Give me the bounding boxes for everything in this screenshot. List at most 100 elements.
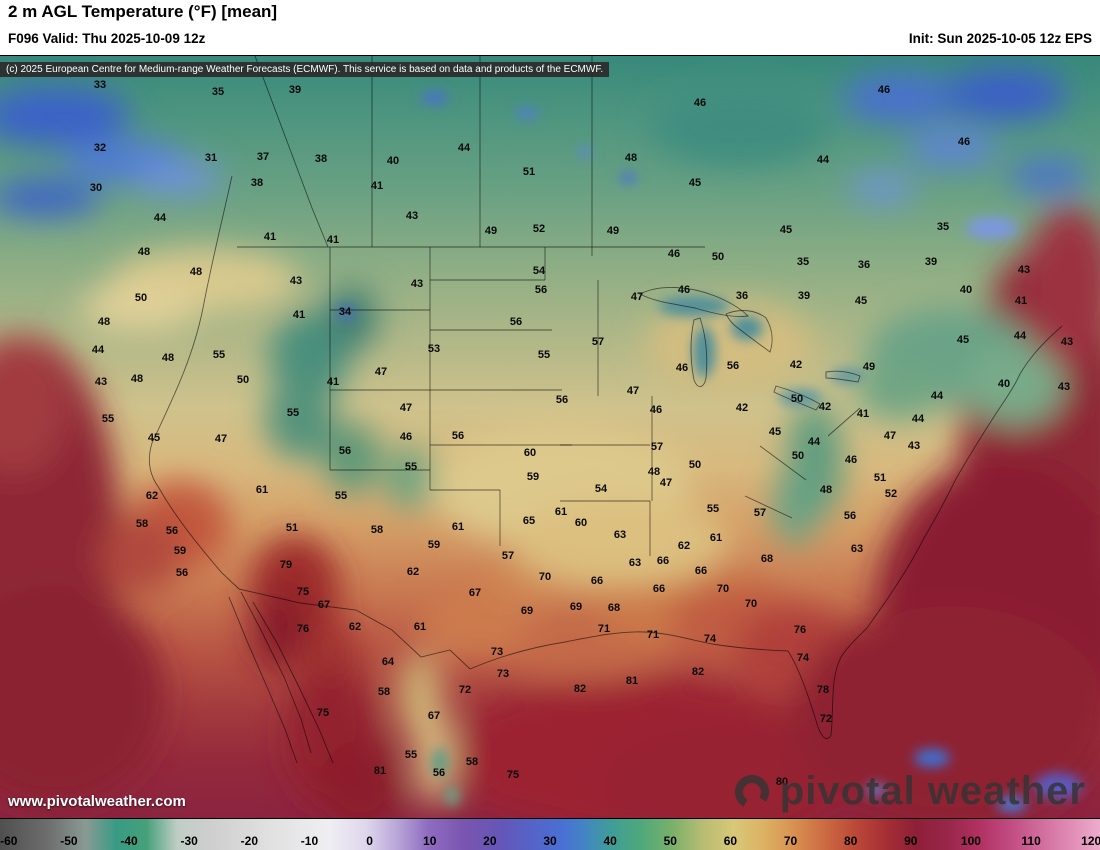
colorbar-tick: 60 xyxy=(723,834,738,848)
temp-label: 75 xyxy=(296,586,310,598)
temp-label: 46 xyxy=(693,97,707,109)
temp-label: 72 xyxy=(458,684,472,696)
temp-label: 56 xyxy=(338,445,352,457)
temp-label: 76 xyxy=(296,623,310,635)
temp-label: 45 xyxy=(779,224,793,236)
temp-label: 41 xyxy=(326,376,340,388)
temp-label: 50 xyxy=(790,393,804,405)
colorbar-tick: 90 xyxy=(904,834,918,848)
temp-label: 47 xyxy=(630,291,644,303)
pivotal-weather-logo-icon xyxy=(734,774,769,809)
temp-label: 44 xyxy=(457,142,471,154)
temp-label: 54 xyxy=(532,265,546,277)
temp-label: 56 xyxy=(432,767,446,779)
temp-label: 43 xyxy=(410,278,424,290)
temp-label: 48 xyxy=(624,152,638,164)
temp-label: 63 xyxy=(613,529,627,541)
temp-label: 67 xyxy=(468,587,482,599)
temp-label: 50 xyxy=(688,459,702,471)
temp-label: 47 xyxy=(399,402,413,414)
temp-label: 50 xyxy=(791,450,805,462)
temp-label: 72 xyxy=(819,713,833,725)
colorbar-tick: -40 xyxy=(120,834,138,848)
temp-label: 36 xyxy=(735,290,749,302)
temp-label: 43 xyxy=(405,210,419,222)
temp-label: 45 xyxy=(147,432,161,444)
colorbar-tick: 50 xyxy=(663,834,677,848)
temp-label: 66 xyxy=(656,555,670,567)
temp-label: 35 xyxy=(211,86,225,98)
temp-label: 62 xyxy=(677,540,691,552)
temp-label: 47 xyxy=(883,430,897,442)
temp-label: 66 xyxy=(694,565,708,577)
temp-label: 67 xyxy=(317,599,331,611)
temp-label: 45 xyxy=(688,177,702,189)
temp-label: 47 xyxy=(626,385,640,397)
geographic-borders xyxy=(148,56,1063,764)
site-url: www.pivotalweather.com xyxy=(8,793,186,810)
colorbar-tick: -30 xyxy=(180,834,198,848)
temp-label: 41 xyxy=(1014,295,1028,307)
temp-label: 76 xyxy=(793,624,807,636)
temp-label: 46 xyxy=(844,454,858,466)
colorbar-tick: 20 xyxy=(483,834,497,848)
temp-label: 36 xyxy=(857,259,871,271)
colorbar-tick: -60 xyxy=(0,834,18,848)
temp-label: 41 xyxy=(326,234,340,246)
temp-label: 52 xyxy=(532,223,546,235)
colorbar-tick: 80 xyxy=(843,834,858,848)
temp-label: 56 xyxy=(555,394,569,406)
temp-label: 38 xyxy=(314,153,328,165)
temp-label: 44 xyxy=(153,212,167,224)
temp-label: 40 xyxy=(959,284,973,296)
temp-label: 70 xyxy=(716,583,730,595)
temp-label: 55 xyxy=(404,749,418,761)
temp-label: 46 xyxy=(399,431,413,443)
page-title: 2 m AGL Temperature (°F) [mean] xyxy=(8,2,278,21)
temp-label: 74 xyxy=(796,652,810,664)
temp-label: 55 xyxy=(404,461,418,473)
temp-label: 59 xyxy=(427,539,441,551)
temp-label: 41 xyxy=(263,231,277,243)
temp-label: 38 xyxy=(250,177,264,189)
temp-label: 44 xyxy=(1013,330,1027,342)
temp-label: 43 xyxy=(1060,336,1074,348)
temp-label: 45 xyxy=(768,426,782,438)
temp-label: 47 xyxy=(659,477,673,489)
colorbar-tick: 40 xyxy=(603,834,617,848)
temp-label: 64 xyxy=(381,656,395,668)
temp-label: 49 xyxy=(606,225,620,237)
colorbar-tick: -50 xyxy=(60,834,78,848)
temp-label: 31 xyxy=(204,152,218,164)
brand-watermark: pivotal weather xyxy=(734,769,1086,814)
temp-label: 45 xyxy=(956,334,970,346)
temp-label: 68 xyxy=(760,553,774,565)
temp-label: 48 xyxy=(189,266,203,278)
temp-label: 51 xyxy=(873,472,887,484)
temp-label: 33 xyxy=(93,79,107,91)
colorbar-tick: 70 xyxy=(783,834,798,848)
temp-label: 53 xyxy=(427,343,441,355)
temp-label: 48 xyxy=(161,352,175,364)
temp-label: 48 xyxy=(97,316,111,328)
temp-label: 55 xyxy=(706,503,720,515)
temp-label: 41 xyxy=(856,408,870,420)
temp-label: 81 xyxy=(625,675,639,687)
temp-label: 58 xyxy=(465,756,479,768)
temp-label: 50 xyxy=(236,374,250,386)
temp-label: 56 xyxy=(509,316,523,328)
temp-label: 45 xyxy=(854,295,868,307)
colorbar-tick: 120 xyxy=(1081,834,1100,848)
colorbar-tick: 10 xyxy=(423,834,437,848)
temp-label: 61 xyxy=(255,484,269,496)
temp-label: 54 xyxy=(594,483,608,495)
temperature-blobs xyxy=(0,68,1100,818)
temp-label: 56 xyxy=(165,525,179,537)
temp-label: 66 xyxy=(652,583,666,595)
temp-label: 34 xyxy=(338,306,352,318)
temp-label: 55 xyxy=(286,407,300,419)
temp-label: 48 xyxy=(647,466,661,478)
copyright-strip: (c) 2025 European Centre for Medium-rang… xyxy=(0,62,610,77)
temp-label: 56 xyxy=(534,284,548,296)
